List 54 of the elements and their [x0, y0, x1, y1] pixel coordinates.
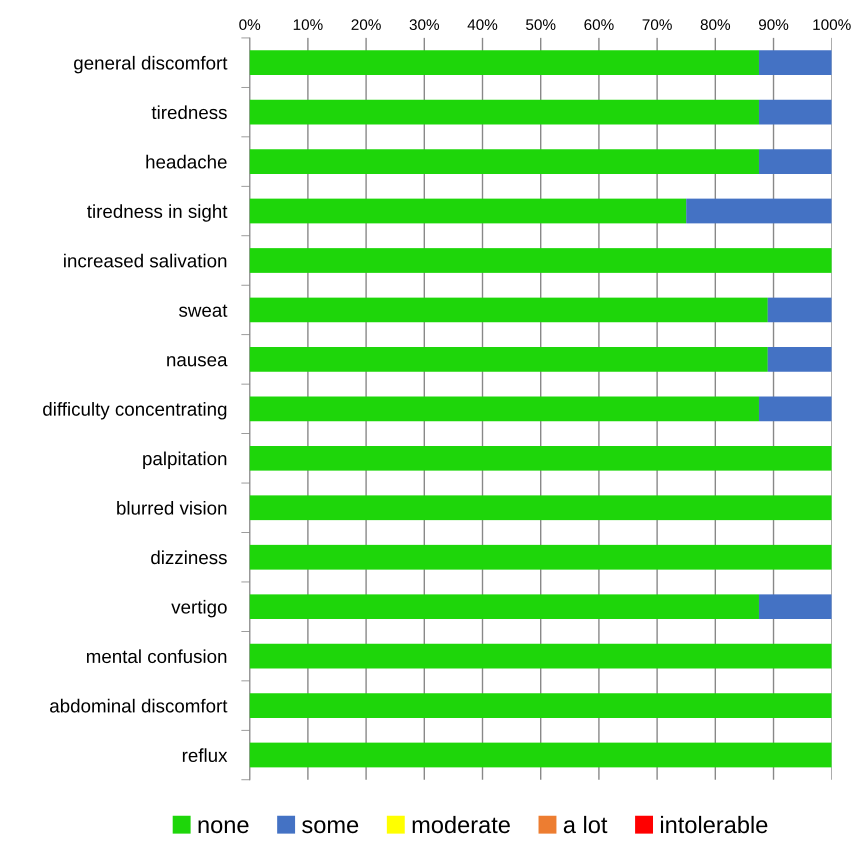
legend-label: some	[302, 820, 358, 834]
bar	[250, 594, 759, 620]
y-tick-label: abdominal discomfort	[50, 698, 228, 713]
y-tick-label: sweat	[179, 304, 228, 317]
y-tick-label: vertigo	[171, 600, 227, 618]
bar	[250, 544, 832, 570]
bar	[758, 149, 832, 174]
bar	[758, 50, 832, 76]
bar	[250, 396, 759, 422]
y-tick-label: nausea	[167, 356, 228, 366]
bar	[768, 347, 832, 372]
x-tick-label: 40%	[468, 19, 498, 30]
y-tick-label: tiredness in sight	[87, 204, 228, 222]
y-tick-label: difficulty concentrating	[43, 402, 226, 420]
y-tick-label: palpitation	[143, 452, 226, 469]
y-tick-label: tiredness	[152, 105, 227, 120]
y-tick-label: dizziness	[151, 550, 227, 564]
y-tick-label: headache	[146, 154, 227, 169]
bar	[250, 298, 768, 322]
bar	[758, 100, 832, 124]
bar	[250, 149, 759, 174]
x-tick-label: 10%	[294, 19, 323, 30]
bar	[250, 50, 759, 76]
bar	[250, 198, 686, 224]
y-tick-label: mental confusion	[86, 649, 226, 664]
x-tick-label: 60%	[584, 19, 614, 30]
legend-label: a lot	[564, 816, 608, 834]
x-tick-label: 100%	[813, 19, 851, 30]
x-tick-label: 80%	[700, 19, 730, 30]
bar	[250, 446, 832, 471]
bar	[250, 248, 832, 273]
bar	[250, 100, 759, 124]
x-tick-label: 50%	[526, 19, 556, 30]
bar	[768, 298, 832, 322]
legend-label: none	[198, 820, 248, 834]
bar	[758, 396, 832, 422]
x-tick-label: 0%	[239, 19, 260, 30]
bar	[250, 495, 832, 520]
y-tick-label: general discomfort	[74, 56, 228, 74]
bar	[250, 693, 832, 718]
legend-label: intolerable	[660, 816, 768, 834]
x-tick-label: 20%	[352, 19, 381, 30]
x-tick-label: 70%	[642, 19, 672, 30]
bar	[758, 594, 832, 620]
bar	[686, 198, 832, 224]
x-tick-label: 30%	[410, 19, 440, 30]
y-tick-label: blurred vision	[117, 500, 226, 515]
y-tick-label: reflux	[182, 748, 228, 762]
x-tick-label: 90%	[758, 19, 788, 30]
bar	[250, 347, 768, 372]
legend-label: moderate	[412, 816, 510, 834]
y-tick-label: increased salivation	[64, 254, 226, 268]
bar	[250, 742, 832, 768]
bar	[250, 644, 832, 668]
